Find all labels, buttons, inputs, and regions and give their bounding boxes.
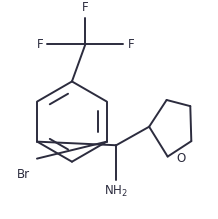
Text: Br: Br (17, 168, 30, 181)
Text: O: O (176, 152, 185, 165)
Text: F: F (128, 38, 134, 51)
Text: F: F (37, 38, 43, 51)
Text: F: F (82, 1, 89, 14)
Text: NH$_2$: NH$_2$ (104, 184, 128, 199)
